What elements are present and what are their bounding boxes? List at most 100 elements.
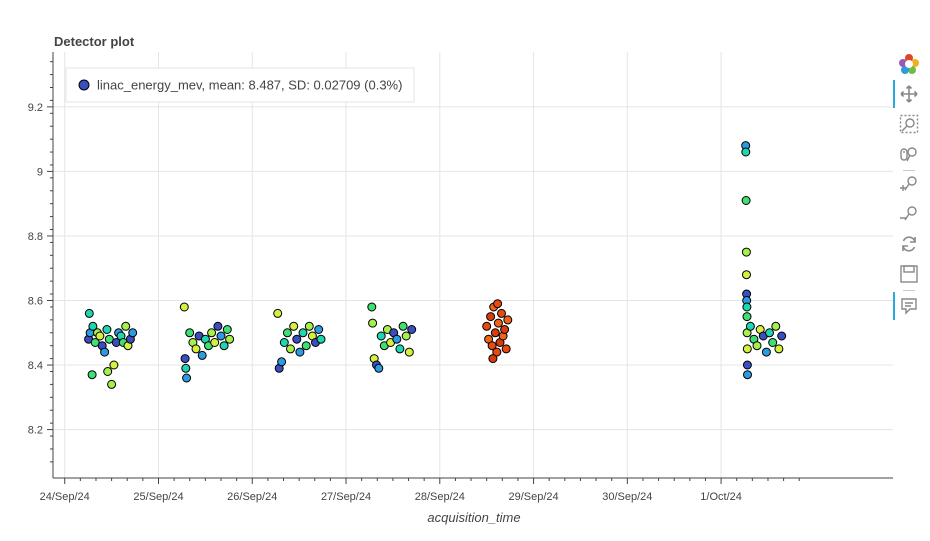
x-tick-label: 27/Sep/24 [321, 491, 371, 503]
y-tick-label: 8.4 [28, 360, 43, 372]
data-point[interactable] [774, 344, 784, 354]
data-point[interactable] [376, 331, 386, 341]
data-point[interactable] [180, 354, 190, 364]
data-point[interactable] [181, 363, 191, 373]
data-point[interactable] [482, 321, 492, 331]
data-point[interactable] [768, 338, 778, 347]
data-point[interactable] [771, 321, 781, 331]
data-point[interactable] [368, 318, 378, 328]
data-point[interactable] [84, 308, 94, 318]
data-point[interactable] [407, 325, 417, 334]
y-tick-label: 8.8 [28, 231, 43, 243]
data-point[interactable] [219, 341, 229, 351]
data-point[interactable] [742, 312, 752, 322]
x-tick-label: 29/Sep/24 [508, 491, 558, 503]
data-point[interactable] [301, 341, 311, 351]
data-point[interactable] [752, 341, 762, 351]
data-point[interactable] [273, 308, 283, 318]
data-point[interactable] [289, 321, 299, 331]
data-point[interactable] [374, 363, 384, 373]
data-point[interactable] [487, 341, 497, 351]
data-point[interactable] [304, 321, 314, 331]
data-point[interactable] [742, 302, 752, 312]
data-point[interactable] [777, 331, 787, 341]
box-zoom-icon[interactable] [899, 114, 919, 134]
data-point[interactable] [398, 321, 408, 331]
data-point[interactable] [185, 328, 195, 338]
data-point[interactable] [109, 360, 119, 370]
data-point[interactable] [741, 196, 751, 205]
data-point[interactable] [295, 347, 305, 357]
data-point[interactable] [191, 344, 201, 354]
data-point[interactable] [316, 334, 326, 344]
data-point[interactable] [95, 331, 105, 341]
data-points [84, 141, 787, 389]
y-tick-label: 9.2 [28, 102, 43, 114]
data-point[interactable] [742, 360, 752, 370]
data-point[interactable] [222, 325, 232, 334]
data-point[interactable] [486, 312, 496, 322]
data-point[interactable] [179, 302, 189, 312]
grid-lines [53, 52, 893, 478]
zoom-out-icon[interactable] [899, 204, 919, 224]
data-point[interactable] [216, 331, 226, 341]
data-point[interactable] [742, 270, 751, 280]
zoom-in-icon[interactable] [899, 174, 919, 194]
data-point[interactable] [213, 321, 223, 331]
data-point[interactable] [286, 344, 295, 354]
data-point[interactable] [197, 350, 207, 360]
data-point[interactable] [225, 334, 235, 344]
data-point[interactable] [742, 344, 752, 354]
data-point[interactable] [210, 338, 220, 347]
data-point[interactable] [492, 347, 502, 357]
data-point[interactable] [87, 370, 97, 380]
x-tick-label: 26/Sep/24 [227, 491, 277, 503]
x-tick-label: 1/Oct/24 [700, 491, 742, 503]
data-point[interactable] [282, 328, 292, 338]
y-tick-label: 8.6 [28, 296, 43, 308]
data-point[interactable] [501, 344, 511, 354]
data-point[interactable] [128, 328, 138, 338]
data-point[interactable] [121, 321, 131, 331]
data-point[interactable] [500, 325, 510, 334]
data-point[interactable] [488, 354, 498, 364]
pan-icon[interactable] [899, 84, 919, 104]
data-point[interactable] [107, 379, 117, 389]
data-point[interactable] [741, 147, 751, 157]
legend: linac_energy_mev, mean: 8.487, SD: 0.027… [65, 67, 415, 103]
data-point[interactable] [503, 315, 513, 325]
data-point[interactable] [490, 328, 500, 338]
data-point[interactable] [401, 331, 411, 341]
data-point[interactable] [395, 344, 405, 354]
data-point[interactable] [745, 321, 755, 331]
data-point[interactable] [314, 325, 324, 334]
data-point[interactable] [493, 299, 503, 309]
wheel-zoom-icon[interactable] [899, 144, 919, 164]
data-point[interactable] [741, 247, 751, 257]
data-point[interactable] [100, 347, 110, 357]
data-point[interactable] [298, 328, 308, 338]
save-icon[interactable] [899, 264, 919, 284]
data-point[interactable] [493, 318, 503, 328]
data-point[interactable] [765, 328, 774, 338]
data-point[interactable] [103, 367, 113, 376]
data-point[interactable] [497, 308, 506, 318]
data-point[interactable] [367, 302, 377, 312]
data-point[interactable] [392, 334, 402, 344]
data-point[interactable] [279, 338, 289, 347]
reset-icon[interactable] [899, 234, 919, 254]
data-point[interactable] [182, 373, 192, 383]
y-tick-label: 8.2 [28, 425, 43, 437]
data-point[interactable] [88, 321, 98, 331]
data-point[interactable] [102, 325, 112, 334]
data-point[interactable] [207, 328, 217, 338]
bokeh-logo-icon[interactable] [899, 54, 919, 74]
data-point[interactable] [743, 370, 752, 380]
x-tick-label: 30/Sep/24 [602, 491, 652, 503]
data-point[interactable] [761, 347, 771, 357]
data-point[interactable] [404, 347, 414, 357]
data-point[interactable] [277, 357, 287, 367]
data-point[interactable] [292, 334, 302, 344]
hover-tooltip-icon[interactable] [899, 296, 919, 316]
